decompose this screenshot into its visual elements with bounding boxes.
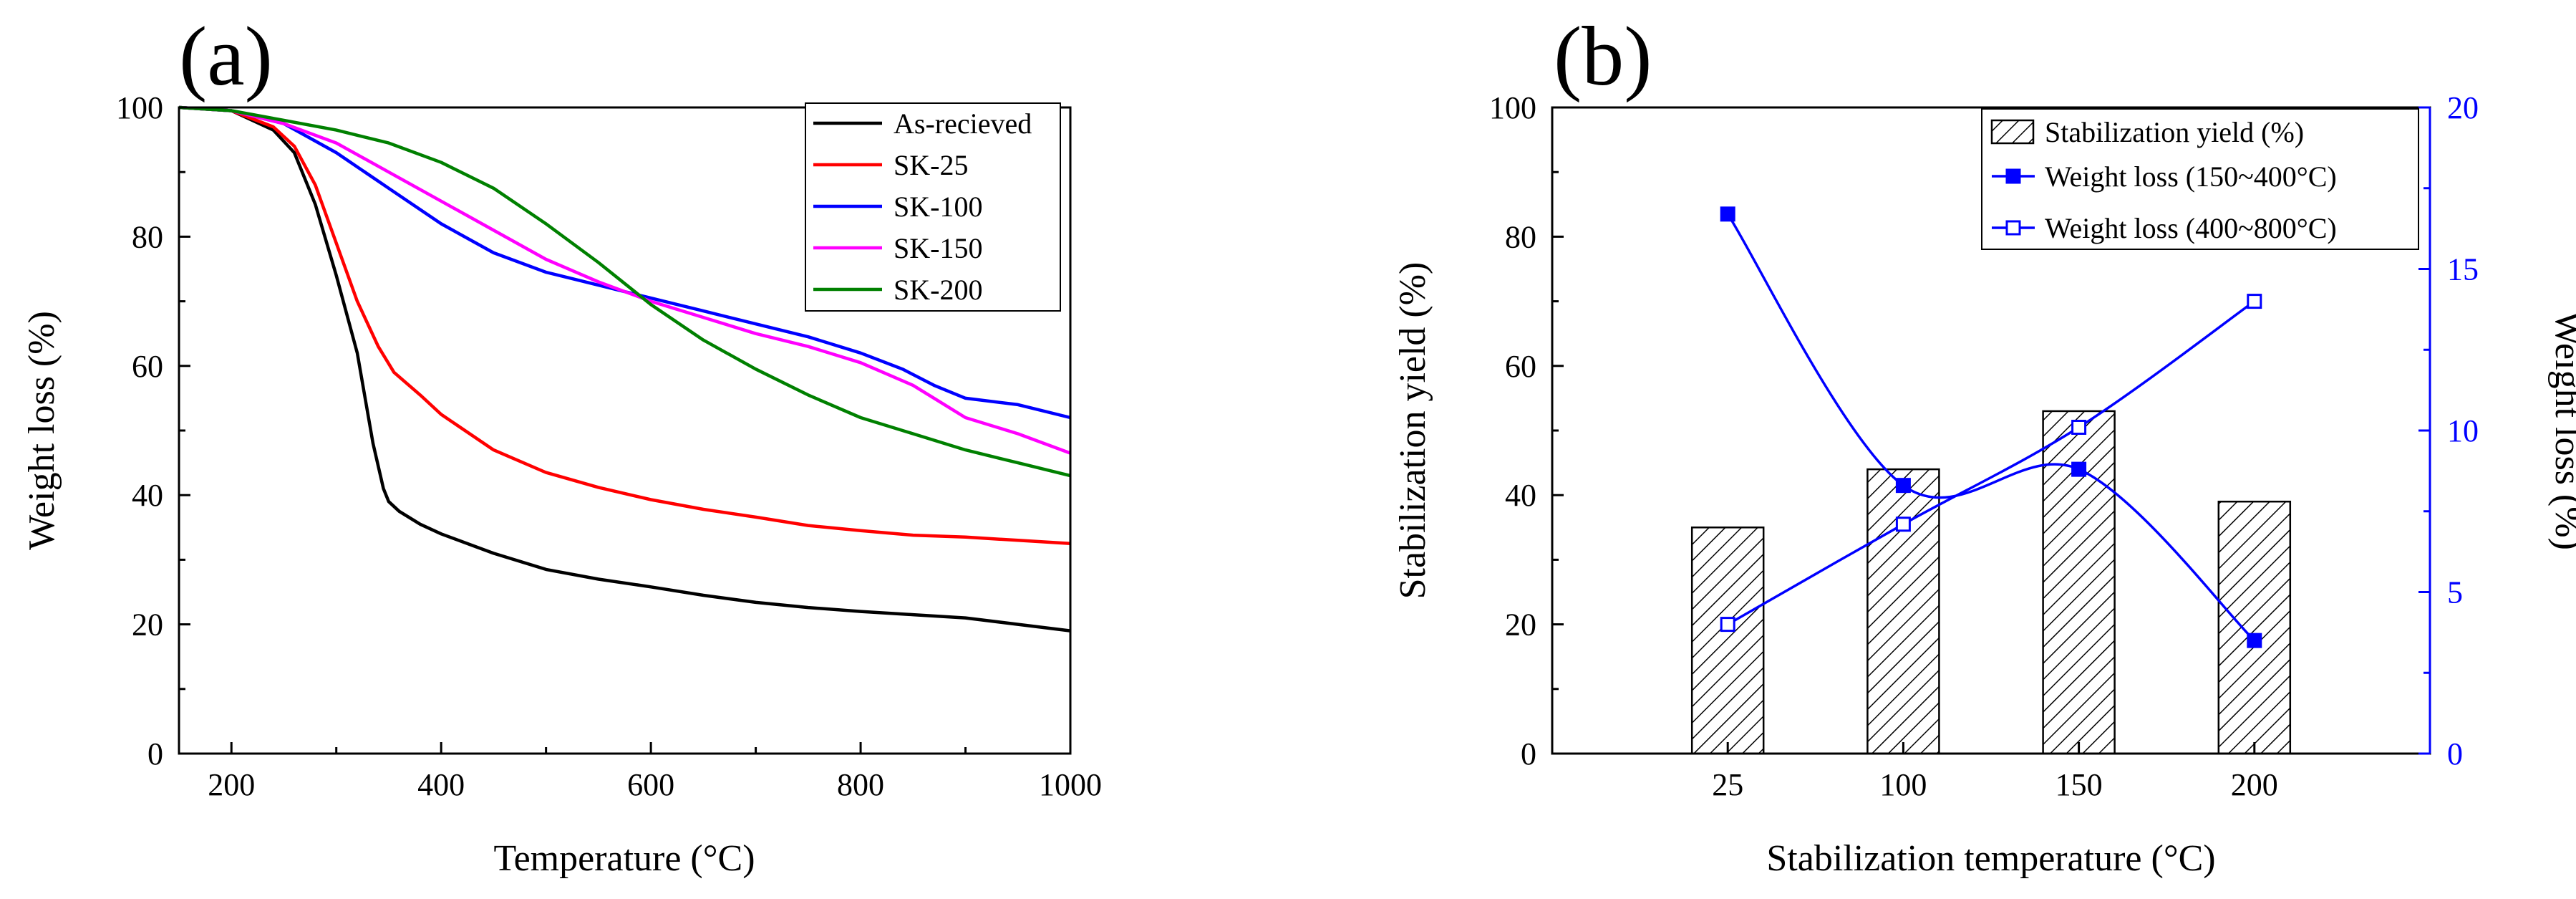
weight-loss-400-800-point	[2247, 294, 2262, 309]
panel-a-label: (a)	[179, 9, 273, 103]
panel-b-y2-tick-label: 10	[2447, 413, 2479, 448]
panel-a-y-tick-label: 60	[132, 349, 163, 384]
legend-label-weight-loss-150-400: Weight loss (150~400°C)	[2045, 160, 2337, 193]
panel-a-axes: 200 400 600 800 1000 0 20 40 60 80 100	[116, 90, 1102, 802]
panel-b-y2-tick-label: 5	[2447, 575, 2463, 610]
series-line-sk-150	[178, 105, 1071, 455]
legend-label-weight-loss-400-800: Weight loss (400~800°C)	[2045, 212, 2337, 244]
panel-a-y-tick-label: 0	[147, 736, 163, 771]
panel-a-x-tick-label: 200	[208, 767, 255, 802]
panel-b-x-tick-label: 200	[2231, 767, 2278, 802]
panel-b-y2-tick-label: 20	[2447, 90, 2479, 125]
panel-a-x-axis-label: Temperature (°C)	[493, 838, 755, 879]
panel-b-bar-line-chart: (b) 25 100 150 200 0 20 40 60 80 100 0 5 10 15 20 Stab…	[1393, 9, 2576, 879]
panel-a-legend-label: SK-200	[894, 274, 982, 306]
yield-bar	[1690, 527, 1765, 755]
panel-b-x-axis-label: Stabilization temperature (°C)	[1766, 838, 2215, 879]
panel-a-legend-label: SK-100	[894, 191, 982, 223]
panel-a-y-tick-label: 100	[116, 90, 163, 125]
series-line-sk-25	[178, 105, 1071, 546]
panel-b-y-tick-label: 60	[1505, 349, 1536, 384]
panel-a-series-group	[178, 105, 1071, 633]
series-line-sk-100	[178, 105, 1071, 420]
panel-b-x-tick-label: 25	[1712, 767, 1743, 802]
panel-a-y-axis-label: Weight loss (%)	[21, 311, 62, 550]
legend-marker-swatch	[2005, 168, 2021, 184]
panel-a-x-tick-label: 600	[627, 767, 674, 802]
weight-loss-400-800-point	[1720, 617, 1735, 633]
panel-b-label: (b)	[1554, 9, 1652, 103]
panel-a-x-tick-label: 1000	[1039, 767, 1102, 802]
weight-loss-400-800-point	[1895, 516, 1911, 532]
panel-b-legend: Stabilization yield (%) Weight loss (150~…	[1981, 108, 2419, 250]
panel-b-x-tick-label: 100	[1879, 767, 1927, 802]
panel-a-legend-label: SK-25	[894, 149, 968, 181]
panel-b-lines	[1720, 206, 2262, 648]
panel-a-line-chart: (a) 200 400 600 800 1000 0 20 40 60 80 100 Tempera…	[21, 9, 1102, 879]
panel-a-x-tick-label: 400	[417, 767, 465, 802]
panel-b-y2-tick-label: 15	[2447, 252, 2479, 287]
panel-a-y-tick-label: 20	[132, 607, 163, 643]
panel-b-y-tick-label: 80	[1505, 219, 1536, 254]
panel-a-legend-label: SK-150	[894, 232, 982, 264]
panel-a-y-tick-label: 80	[132, 219, 163, 254]
weight-loss-150-400-point	[1720, 206, 1735, 222]
panel-b-axes: 25 100 150 200 0 20 40 60 80 100 0 5 10 15 20	[1489, 90, 2479, 802]
panel-b-y-tick-label: 100	[1489, 90, 1536, 125]
legend-marker-swatch	[2005, 220, 2021, 236]
yield-bar	[2217, 500, 2292, 755]
series-line-sk-200	[178, 105, 1071, 478]
weight-loss-150-400-point	[1895, 478, 1911, 494]
panel-a-x-tick-label: 800	[837, 767, 884, 802]
weight-loss-400-800-point	[2071, 419, 2087, 435]
panel-b-y-tick-label: 20	[1505, 607, 1536, 643]
panel-b-x-tick-label: 150	[2056, 767, 2103, 802]
legend-label-yield: Stabilization yield (%)	[2045, 116, 2304, 148]
yield-bar	[1866, 468, 1940, 755]
legend-hatch-swatch	[1990, 119, 2035, 145]
series-line-as-recieved	[178, 105, 1071, 633]
weight-loss-150-400-point	[2247, 633, 2262, 648]
weight-loss-400-800-line	[1727, 300, 2255, 626]
panel-b-legend-box	[1981, 108, 2419, 250]
panel-b-y2-tick-label: 0	[2447, 736, 2463, 771]
weight-loss-150-400-line	[1726, 213, 2256, 642]
panel-b-bars	[1690, 410, 2292, 755]
panel-b-y-tick-label: 40	[1505, 478, 1536, 513]
panel-a-legend: As-recieved SK-25 SK-100 SK-150 SK-200	[805, 102, 1061, 312]
panel-a-y-tick-label: 40	[132, 478, 163, 513]
panel-b-y-axis-label: Stabilization yield (%)	[1393, 262, 1433, 600]
weight-loss-150-400-point	[2071, 461, 2087, 477]
panel-a-legend-label: As-recieved	[894, 107, 1032, 140]
panel-b-y-tick-label: 0	[1521, 736, 1536, 771]
panel-b-y2-axis-label: Weight loss (%)	[2547, 311, 2576, 550]
